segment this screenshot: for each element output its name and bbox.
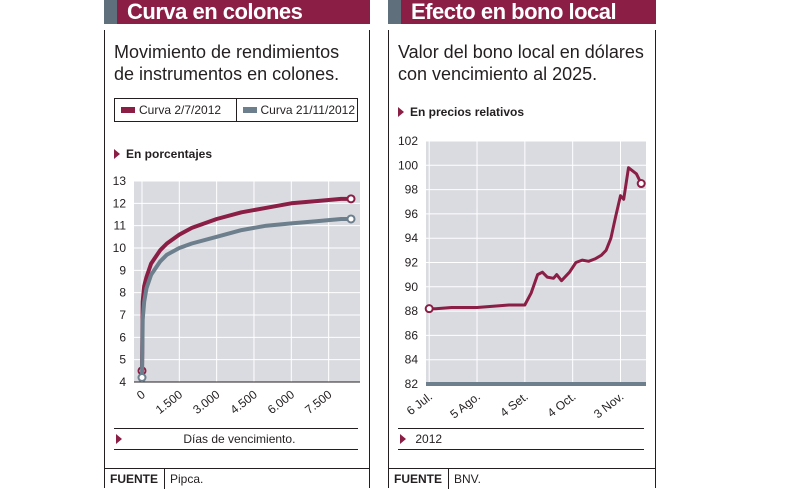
left-subtitle-line2: de instrumentos en colones.: [114, 64, 340, 84]
legend-label-curva-jul: Curva 2/7/2012: [139, 103, 222, 117]
left-unit-label: En porcentajes: [114, 147, 212, 161]
left-banner-accent: [104, 0, 117, 24]
left-source-value: Pipca.: [170, 472, 204, 486]
right-unit-text: En precios relativos: [410, 105, 525, 119]
right-source-value: BNV.: [454, 472, 481, 486]
legend-swatch-slate: [242, 107, 257, 113]
triangle-marker-icon: [114, 149, 120, 159]
right-panel: Efecto en bono local Valor del bono loca…: [388, 0, 656, 489]
left-source: FUENTE Pipca.: [104, 468, 370, 489]
legend-swatch-maroon: [121, 107, 135, 113]
right-subtitle-line2: con vencimiento al 2025.: [398, 64, 598, 84]
right-title: Efecto en bono local: [401, 0, 656, 24]
right-frame: [388, 30, 656, 488]
left-legend: Curva 2/7/2012 Curva 21/11/2012: [114, 98, 358, 122]
right-unit-label: En precios relativos: [398, 105, 524, 119]
left-xlabel: Días de vencimiento.: [183, 432, 296, 446]
left-title: Curva en colones: [117, 0, 370, 24]
left-xlabel-bar: Días de vencimiento.: [114, 428, 358, 450]
right-source-key: FUENTE: [388, 469, 449, 489]
right-subtitle-line1: Valor del bono local en dólares: [398, 42, 644, 62]
triangle-marker-icon: [116, 434, 122, 444]
right-banner-accent: [388, 0, 401, 24]
right-year-label: 2012: [415, 432, 443, 446]
left-panel: Curva en colones Movimiento de rendimien…: [104, 0, 370, 489]
left-frame: [104, 30, 370, 488]
right-year-bar: 2012: [398, 428, 644, 450]
legend-item-curva-nov: Curva 21/11/2012: [235, 99, 358, 121]
left-subtitle-line1: Movimiento de rendimientos: [114, 42, 340, 62]
right-source: FUENTE BNV.: [388, 468, 656, 489]
left-unit-text: En porcentajes: [126, 147, 213, 161]
left-source-key: FUENTE: [104, 469, 165, 489]
triangle-marker-icon: [398, 107, 404, 117]
legend-item-curva-jul: Curva 2/7/2012: [115, 99, 236, 121]
triangle-marker-icon: [400, 434, 406, 444]
legend-label-curva-nov: Curva 21/11/2012: [260, 103, 356, 117]
